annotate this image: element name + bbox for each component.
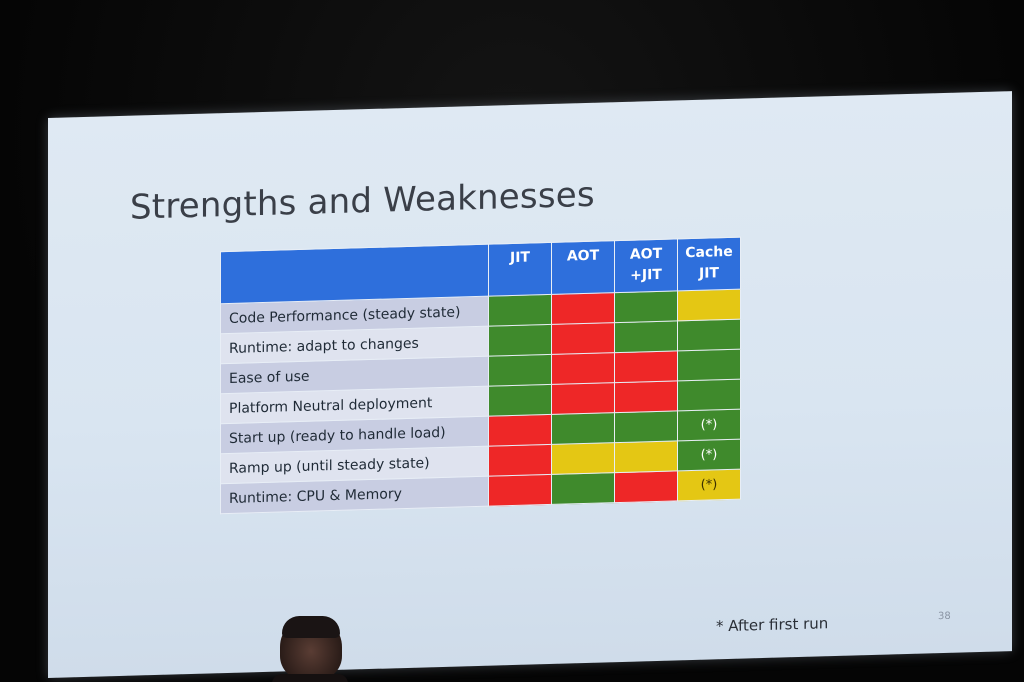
rating-cell-red <box>551 352 615 385</box>
rating-cell-green <box>614 290 678 323</box>
rating-cell-green <box>551 472 615 505</box>
presenter-hair <box>282 616 340 638</box>
rating-cell-green <box>551 412 615 445</box>
rating-cell-red <box>551 322 615 355</box>
rating-cell-green <box>488 324 552 357</box>
slide-title: Strengths and Weaknesses <box>130 174 595 228</box>
rating-cell-green <box>488 384 552 417</box>
row-label: Runtime: CPU & Memory <box>220 476 489 514</box>
rating-cell-green <box>677 379 741 411</box>
rating-cell-red <box>614 350 678 383</box>
column-header-jit: JIT <box>488 242 552 297</box>
rating-cell-red <box>551 292 615 325</box>
slide-number: 38 <box>938 610 951 623</box>
rating-cell-red <box>551 382 615 415</box>
rating-cell-green <box>488 294 552 327</box>
rating-cell-red <box>614 470 678 503</box>
column-header-aot: AOT <box>551 240 615 295</box>
table-body: Code Performance (steady state) Runtime: … <box>220 289 741 514</box>
projection-screen: Strengths and Weaknesses JIT AOT AOT +JI… <box>48 91 1012 678</box>
footnote: * After first run <box>716 614 829 636</box>
rating-cell-yellow <box>551 442 615 475</box>
rating-cell-yellow: (*) <box>677 469 741 501</box>
rating-cell-yellow <box>614 440 678 473</box>
header-corner <box>220 244 489 304</box>
rating-cell-red <box>488 444 552 477</box>
rating-cell-green <box>614 410 678 443</box>
rating-cell-red <box>488 474 552 507</box>
presenter-silhouette <box>272 616 348 682</box>
column-header-aot-jit: AOT +JIT <box>614 238 678 293</box>
column-header-cache-jit: Cache JIT <box>677 237 741 291</box>
rating-cell-green <box>677 319 741 351</box>
rating-cell-red <box>614 380 678 413</box>
rating-cell-green <box>488 354 552 387</box>
rating-cell-green: (*) <box>677 439 741 471</box>
rating-cell-red <box>488 414 552 447</box>
rating-cell-green <box>614 320 678 353</box>
comparison-table: JIT AOT AOT +JIT Cache JIT Code Performa… <box>220 237 741 515</box>
rating-cell-green <box>677 349 741 381</box>
presenter-shoulders <box>272 674 348 682</box>
rating-cell-yellow <box>677 289 741 321</box>
rating-cell-green: (*) <box>677 409 741 441</box>
